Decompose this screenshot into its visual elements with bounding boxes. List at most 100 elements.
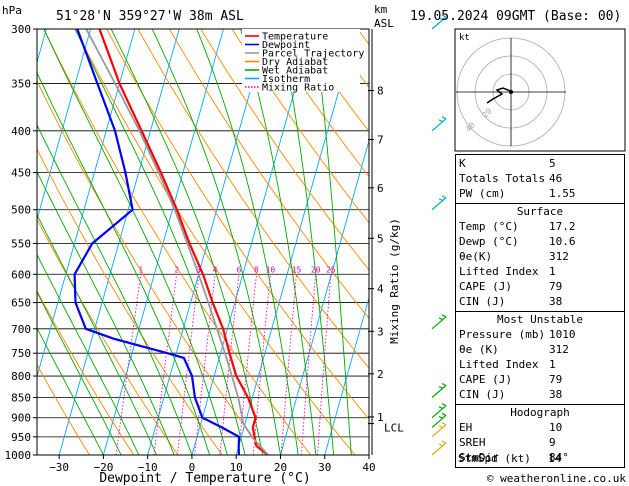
legend-label: Mixing Ratio xyxy=(262,83,334,94)
km-label: km xyxy=(374,3,388,16)
isotherm-line xyxy=(37,29,92,221)
separator xyxy=(456,404,624,405)
wet-adiabat-line xyxy=(37,291,122,455)
legend-label: Isotherm xyxy=(262,74,310,85)
surface-li-label: Lifted Index xyxy=(459,265,539,278)
wind-barb xyxy=(431,405,447,419)
wind-barb-flag xyxy=(441,412,447,416)
wind-barb xyxy=(431,414,447,428)
mu-li-label: Lifted Index xyxy=(459,358,539,371)
hpa-label: hPa xyxy=(2,4,22,17)
mixing-ratio-label: 6 xyxy=(237,265,242,274)
legend-label: Parcel Trajectory xyxy=(262,49,364,60)
hodo-stmspd-value: 14 xyxy=(548,452,562,465)
hodo-stmdir-value: 84° xyxy=(549,451,569,464)
wet-adiabat-line xyxy=(196,29,299,455)
wet-adiabat-line xyxy=(37,327,104,455)
hodo-sreh-value: 9 xyxy=(549,436,556,449)
km-tick-label: 8 xyxy=(377,85,384,98)
wind-barb xyxy=(431,424,447,438)
wind-barb-flag xyxy=(438,385,444,390)
pressure-tick-label: 900 xyxy=(11,412,31,425)
km-tick-label: 5 xyxy=(377,232,384,245)
pressure-tick-label: 700 xyxy=(11,323,31,336)
pressure-tick-label: 500 xyxy=(11,204,31,217)
pressure-tick-label: 400 xyxy=(11,125,31,138)
km-tick-label: 6 xyxy=(377,182,384,195)
pressure-tick-label: 850 xyxy=(11,391,31,404)
mu-pressure-label: Pressure (mb) xyxy=(459,328,546,341)
dry-adiabat-line xyxy=(231,29,369,224)
isotherm-line xyxy=(147,29,269,455)
mixing-ratio-label: 3 xyxy=(196,265,201,274)
mixing-ratio-line xyxy=(252,274,271,455)
pressure-tick-label: 450 xyxy=(11,166,31,179)
dry-adiabat-line xyxy=(106,29,369,420)
mixing-ratio-line xyxy=(300,274,317,455)
wind-barb-flag xyxy=(441,14,447,18)
dry-adiabat-line xyxy=(37,289,135,455)
mu-cape-value: 79 xyxy=(549,373,563,386)
temperature-tick-label: 20 xyxy=(274,461,287,474)
separator xyxy=(456,311,624,312)
wet-adiabat-line xyxy=(151,29,281,455)
parcel-trajectory-line xyxy=(85,29,269,455)
mixing-ratio-line xyxy=(238,274,257,455)
pressure-tick-label: 600 xyxy=(11,268,31,281)
hodograph-title: Hodograph xyxy=(510,406,570,419)
hodo-stmdir-label: StmDir xyxy=(459,451,499,464)
mixing-ratio-label: 2 xyxy=(174,265,179,274)
wind-barb xyxy=(431,316,447,330)
pressure-tick-label: 750 xyxy=(11,347,31,360)
wet-adiabat-line xyxy=(37,213,157,455)
plot-frame xyxy=(36,28,370,456)
wet-adiabat-line xyxy=(37,123,193,455)
index-k-value: 5 xyxy=(549,157,556,170)
wind-barb-flag xyxy=(441,314,447,318)
index-pw-label: PW (cm) xyxy=(459,187,506,200)
mixing-ratio-line xyxy=(317,274,332,455)
x-axis-label: Dewpoint / Temperature (°C) xyxy=(99,471,310,486)
wind-barb-flag xyxy=(438,425,444,429)
wet-adiabat-line xyxy=(74,29,246,455)
surface-cape-label: CAPE (J) xyxy=(459,280,512,293)
hodo-stmspd-label: StmSpd (kt) xyxy=(458,452,531,465)
dry-adiabat-line xyxy=(37,148,223,455)
dewpoint-line xyxy=(73,29,241,455)
dry-adiabat-line xyxy=(169,29,369,320)
wet-adiabat-line xyxy=(37,170,175,455)
index-pw-value: 1.55 xyxy=(549,187,576,200)
dry-adiabat-line xyxy=(74,29,356,455)
lcl-label: LCL xyxy=(384,422,404,435)
surface-thetae-label: θe(K) xyxy=(459,250,493,263)
legend-label: Temperature xyxy=(262,32,328,43)
surface-cin-label: CIN (J) xyxy=(459,295,506,308)
temperature-line xyxy=(98,29,269,455)
wet-adiabat-line xyxy=(43,29,228,455)
location-label: 51°28'N 359°27'W 38m ASL xyxy=(56,9,244,24)
hodo-sreh-label: SREH xyxy=(459,436,486,449)
dry-adiabat-line xyxy=(200,29,369,271)
wind-barb-flag xyxy=(438,406,444,410)
isotherm-line xyxy=(280,139,369,455)
wind-barb-flag xyxy=(441,440,447,444)
mu-li-value: 1 xyxy=(549,358,556,371)
km-tick-label: 1 xyxy=(377,411,384,424)
km-tick-label: 2 xyxy=(377,368,384,381)
mu-thetae-value: 312 xyxy=(549,343,569,356)
wind-barb xyxy=(431,118,447,132)
legend-label: Dry Adiabat xyxy=(262,57,328,68)
isotherm-line xyxy=(324,296,369,455)
indices-panel: K 5 Totals Totals 46 PW (cm) 1.55 Surfac… xyxy=(455,154,625,468)
pressure-tick-label: 550 xyxy=(11,237,31,250)
mixing-ratio-label: 8 xyxy=(254,265,259,274)
surface-temp-label: Temp (°C) xyxy=(459,220,519,233)
surface-dewp-label: Dewp (°C) xyxy=(459,235,519,248)
pressure-tick-label: 950 xyxy=(11,431,31,444)
dry-adiabat-line xyxy=(263,29,369,178)
hodograph-kt-label: kt xyxy=(459,33,470,43)
wet-adiabat-line xyxy=(279,29,335,455)
hodograph: kt 20 40 xyxy=(454,28,626,152)
temperature-tick-label: −20 xyxy=(93,461,113,474)
mixing-ratio-line xyxy=(153,274,178,455)
